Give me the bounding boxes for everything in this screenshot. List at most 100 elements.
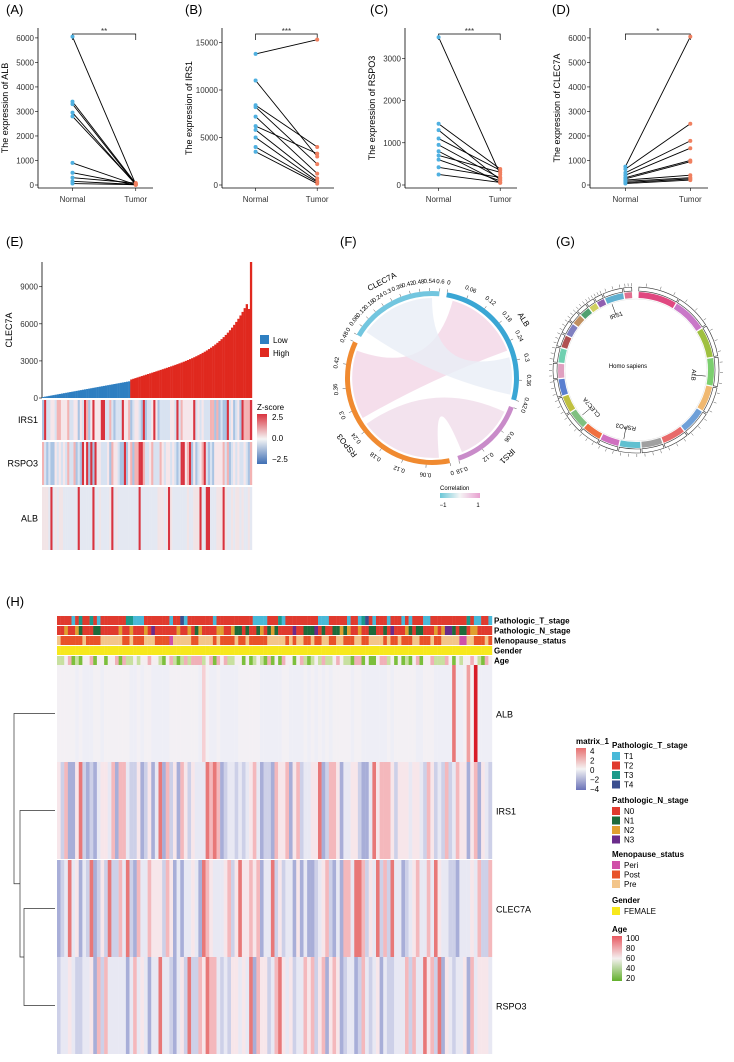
matrix-cell	[140, 957, 145, 1054]
heat-cell	[182, 442, 185, 485]
ann-age	[118, 656, 123, 665]
matrix-cell	[299, 762, 304, 859]
ann-t-stage	[270, 616, 275, 625]
bar	[182, 361, 185, 398]
heat-cell	[84, 442, 87, 485]
chromosome-tick	[695, 308, 698, 311]
ann-age	[405, 656, 409, 665]
ann-menopause	[470, 636, 475, 645]
normal-point	[436, 149, 441, 154]
ann-gender	[165, 646, 170, 655]
matrix-cell	[314, 665, 319, 762]
sector-irs1	[457, 406, 514, 461]
matrix-cell	[292, 860, 297, 957]
ann-gender	[357, 646, 362, 655]
heat-cell	[100, 442, 104, 485]
ann-t-stage	[423, 616, 427, 625]
ann-gender	[386, 646, 391, 655]
ann-n-stage	[448, 626, 453, 635]
bar	[207, 349, 211, 398]
bar	[113, 383, 116, 398]
ann-t-stage	[180, 616, 185, 625]
m-legend-swatch	[612, 861, 620, 869]
y-axis-label: The expression of ALB	[0, 63, 10, 154]
heat-cell	[98, 442, 101, 485]
heat-cell	[111, 400, 114, 440]
ann-t-stage	[357, 616, 362, 625]
matrix-cell	[129, 957, 134, 1054]
matrix-cell	[198, 860, 203, 957]
ann-t-stage	[477, 616, 482, 625]
ann-age	[488, 656, 493, 665]
chromosome-tick	[612, 450, 614, 454]
heat-cell	[73, 487, 76, 550]
sector-tick-label: 0	[519, 408, 526, 414]
ann-gender	[202, 646, 206, 655]
matrix-cell	[205, 665, 210, 762]
heat-cell	[107, 442, 110, 485]
heat-cell	[161, 442, 164, 485]
heat-cell	[42, 400, 45, 440]
bar	[176, 364, 179, 398]
ann-gender	[314, 646, 319, 655]
significance-bracket	[255, 33, 318, 40]
ann-n-stage	[459, 626, 464, 635]
ann-menopause	[136, 636, 141, 645]
chromosome-tick	[668, 447, 670, 451]
ann-t-stage	[437, 616, 442, 625]
matrix-cell	[426, 665, 431, 762]
matrix-cell	[173, 860, 177, 957]
heat-cell	[237, 400, 240, 440]
ann-gender	[86, 646, 90, 655]
matrix-cell	[252, 762, 257, 859]
chromosome-tick	[598, 445, 600, 449]
ann-age	[82, 656, 87, 665]
matrix-cell	[357, 957, 362, 1054]
ann-n-stage	[169, 626, 174, 635]
ann-t-stage	[415, 616, 420, 625]
ann-age	[205, 656, 210, 665]
ann-t-stage	[459, 616, 464, 625]
bar	[189, 359, 192, 398]
normal-point	[436, 142, 441, 147]
heat-cell	[100, 400, 104, 440]
heat-cell	[231, 442, 234, 485]
matrix-cell	[448, 665, 453, 762]
ann-menopause	[379, 636, 384, 645]
matrix-cell	[75, 860, 79, 957]
pair-line	[625, 177, 691, 182]
sector-tick-label: 0.3	[383, 288, 394, 297]
ann-t-stage	[144, 616, 148, 625]
matrix-cell	[165, 762, 170, 859]
ann-age	[307, 656, 311, 665]
ann-gender	[325, 646, 330, 655]
matrix-cell	[241, 860, 246, 957]
pair-line	[255, 125, 318, 155]
ann-n-stage	[452, 626, 456, 635]
sector-tick	[353, 332, 357, 335]
heat-cell	[132, 487, 135, 550]
matrix-cell	[339, 957, 344, 1054]
sector-tick	[482, 448, 485, 452]
chromosome-tick	[685, 299, 688, 303]
ann-n-stage	[488, 626, 493, 635]
ann-menopause	[165, 636, 170, 645]
heat-cell	[126, 442, 129, 485]
m-legend-swatch	[612, 880, 620, 888]
heat-cell	[155, 487, 158, 550]
ann-n-stage	[205, 626, 210, 635]
ann-age	[376, 656, 380, 665]
ann-gender	[93, 646, 98, 655]
chromosome-tick	[716, 392, 720, 394]
matrix-cell	[263, 762, 268, 859]
matrix-cell	[154, 957, 159, 1054]
heat-cell	[224, 442, 227, 485]
heat-cell	[233, 442, 236, 485]
ann-menopause	[423, 636, 427, 645]
heat-cell	[105, 487, 108, 550]
sector-tick	[449, 463, 451, 467]
heat-cell	[138, 442, 141, 485]
matrix-cell	[129, 665, 134, 762]
ann-n-stage	[86, 626, 90, 635]
matrix-cell	[318, 762, 322, 859]
